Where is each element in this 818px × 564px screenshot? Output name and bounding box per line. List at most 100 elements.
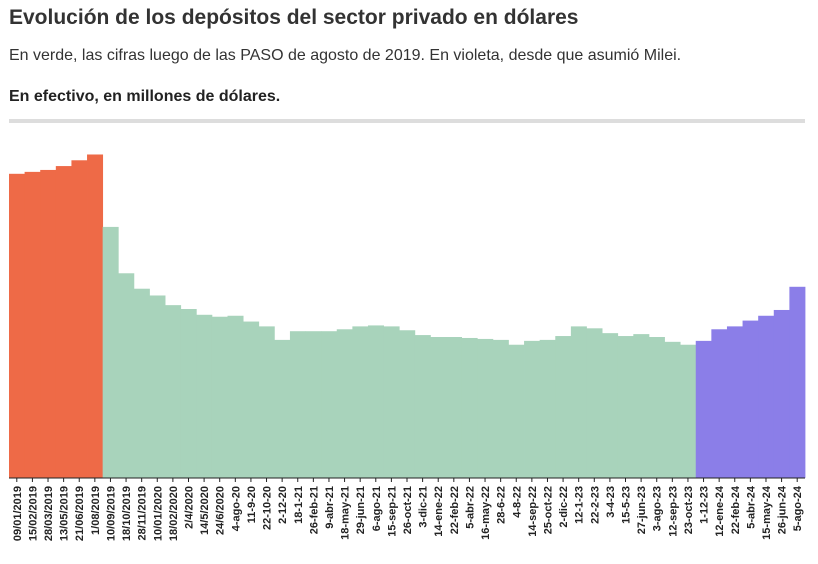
bar-post_paso-25 [492,339,509,478]
bar-pre_paso-4 [71,160,88,478]
x-tick-label: 2-12-20 [277,486,289,524]
bar-post_paso-7 [211,316,228,478]
x-tick-label: 25-oct-22 [542,486,554,534]
x-tick-label: 09/01/2019 [12,486,24,541]
x-tick-label: 2/4/2020 [183,486,195,529]
bar-post_paso-6 [196,314,213,478]
x-tick-label: 2-dic-22 [558,486,570,528]
x-tick-label: 18/10/2019 [121,486,133,541]
bar-pre_paso-0 [9,173,26,479]
x-tick-label: 26-oct-21 [402,486,414,534]
x-tick-label: 12-ene-24 [714,485,726,537]
x-tick-label: 18-1-21 [293,486,305,524]
bar-post_paso-35 [648,337,665,478]
x-tick-label: 26-jun-24 [777,485,789,534]
bar-post_paso-16 [352,326,369,478]
chart-title: Evolución de los depósitos del sector pr… [9,6,579,29]
bar-pre_paso-1 [24,171,41,478]
x-tick-label: 4-ago-20 [230,486,242,531]
x-tick-label: 11-9-20 [246,486,258,523]
x-tick-label: 12-1-23 [574,486,586,524]
x-tick-label: 15-sep-21 [386,486,398,537]
x-tick-label: 9-abr-21 [324,486,336,529]
bar-post_paso-14 [321,331,338,478]
bar-post_paso-27 [524,340,541,478]
bar-milei-1 [711,329,728,478]
x-tick-label: 14-sep-22 [527,486,539,537]
x-tick-label: 28/03/2019 [43,486,55,541]
bar-post_paso-10 [258,326,275,478]
bar-post_paso-11 [274,339,291,478]
bar-post_paso-0 [102,226,119,478]
bar-milei-6 [789,286,806,478]
x-tick-label: 4-8-22 [511,486,523,518]
x-tick-label: 22-2-23 [589,486,601,524]
x-tick-label: 15-may-24 [761,485,773,540]
bar-post_paso-2 [133,288,150,478]
bar-post_paso-19 [399,330,416,478]
x-tick-label: 1/08/2019 [90,486,102,535]
bar-post_paso-8 [227,315,244,478]
x-tick-label: 27-jun-23 [636,486,648,534]
bar-post_paso-34 [633,334,650,478]
bar-post_paso-24 [477,338,494,478]
bar-pre_paso-3 [55,166,72,478]
x-tick-label: 14/5/2020 [199,486,211,535]
x-tick-label: 18/02/2020 [168,486,180,541]
bar-post_paso-17 [367,325,384,478]
bar-post_paso-26 [508,344,525,478]
x-tick-label: 5-ago-24 [792,485,804,531]
bar-milei-3 [742,320,759,478]
x-tick-label: 28/11/2019 [137,486,149,540]
bar-post_paso-21 [430,337,447,478]
bar-post_paso-12 [289,331,306,478]
bar-milei-4 [758,315,775,478]
x-tick-label: 15-5-23 [621,486,633,524]
unit-label: En efectivo, en millones de dólares. [9,88,281,105]
bar-post_paso-23 [461,337,478,478]
bar-post_paso-30 [570,326,587,478]
x-tick-label: 5-abr-22 [464,486,476,529]
bar-post_paso-13 [305,331,322,478]
bar-milei-2 [726,326,743,478]
x-tick-label: 5-abr-24 [745,485,757,529]
x-tick-label: 3-dic-21 [418,486,430,528]
x-tick-label: 21/06/2019 [74,486,86,541]
bar-post_paso-22 [446,337,463,478]
x-tick-label: 18-may-21 [340,486,352,540]
chart-subtitle: En verde, las cifras luego de las PASO d… [9,47,682,64]
x-tick-label: 14-ene-22 [433,486,445,537]
x-tick-label: 3-4-23 [605,486,617,518]
bar-post_paso-5 [180,309,197,478]
x-tick-label: 23-oct-23 [683,486,695,534]
x-tick-label: 15/02/2019 [27,486,39,541]
bar-post_paso-1 [118,273,135,478]
x-tick-label: 3-ago-23 [652,486,664,531]
bar-post_paso-9 [243,321,260,478]
x-tick-label: 28-6-22 [496,486,508,524]
bar-pre_paso-5 [87,154,104,479]
x-tick-label: 13/05/2019 [59,486,71,541]
bar-post_paso-28 [539,339,556,478]
x-tick-label: 24/6/2020 [215,486,227,535]
x-tick-label: 29-jun-21 [355,486,367,534]
bars-layer [9,154,806,479]
x-tick-label: 16-may-22 [480,486,492,540]
bar-post_paso-3 [149,295,166,478]
x-axis [9,477,805,482]
bar-post_paso-15 [336,329,353,478]
x-tick-label: 1-12-23 [699,486,711,524]
x-tick-label: 22-feb-22 [449,486,461,534]
bar-pre_paso-2 [40,169,57,478]
bar-post_paso-31 [586,328,603,478]
bar-post_paso-37 [680,344,697,478]
bar-post_paso-29 [555,336,572,478]
bar-post_paso-18 [383,326,400,478]
bar-post_paso-4 [165,305,182,478]
header-divider [9,119,805,123]
x-tick-label: 6-ago-21 [371,486,383,531]
x-tick-label: 10/09/2019 [105,486,117,541]
bar-post_paso-20 [414,335,431,478]
bar-post_paso-33 [617,336,634,478]
